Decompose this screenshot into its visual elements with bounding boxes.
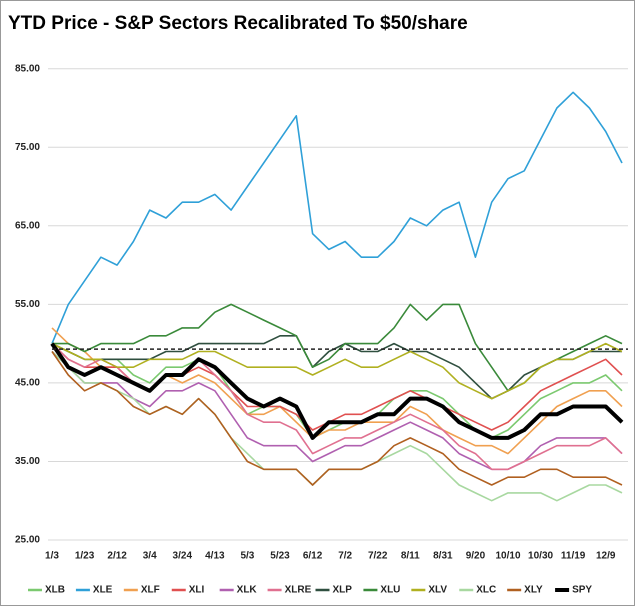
series-line (51, 335, 622, 400)
x-tick-label: 7/2 (338, 551, 352, 562)
legend-label: XLB (45, 585, 65, 596)
y-tick-label: 35.00 (15, 456, 40, 467)
legend-label: XLI (189, 585, 205, 596)
x-tick-label: 1/3 (45, 551, 59, 562)
x-tick-label: 4/13 (205, 551, 225, 562)
legend-label: XLF (141, 585, 160, 596)
y-tick-label: 85.00 (15, 63, 40, 74)
series-line (51, 91, 623, 344)
x-tick-label: 8/31 (433, 551, 453, 562)
legend-label: XLRE (285, 585, 312, 596)
x-tick-label: 3/24 (173, 551, 193, 562)
legend-label: XLP (333, 585, 353, 596)
x-tick-label: 3/4 (143, 551, 157, 562)
legend-label: XLV (428, 585, 447, 596)
legend-label: XLU (380, 585, 400, 596)
y-tick-label: 55.00 (15, 299, 40, 310)
x-tick-label: 1/23 (75, 551, 95, 562)
legend-label: SPY (572, 585, 592, 596)
x-tick-label: 12/9 (596, 551, 616, 562)
x-tick-label: 7/22 (368, 551, 388, 562)
legend-label: XLY (524, 585, 543, 596)
legend-label: XLK (237, 585, 258, 596)
x-tick-label: 11/19 (561, 551, 586, 562)
y-tick-label: 65.00 (15, 220, 40, 231)
x-tick-label: 6/12 (303, 551, 323, 562)
series-line (51, 350, 623, 471)
series-line (51, 342, 623, 439)
x-tick-label: 8/11 (401, 551, 420, 562)
chart-title: YTD Price - S&P Sectors Recalibrated To … (8, 13, 468, 34)
y-tick-label: 25.00 (15, 535, 40, 546)
series-line (51, 342, 623, 400)
x-tick-label: 5/23 (270, 551, 290, 562)
y-tick-label: 75.00 (15, 142, 40, 153)
y-tick-label: 45.00 (15, 378, 40, 389)
legend-label: XLE (93, 585, 113, 596)
x-tick-label: 5/3 (240, 551, 254, 562)
series-line (50, 342, 624, 440)
x-tick-label: 2/12 (107, 551, 127, 562)
series-line (51, 351, 623, 486)
x-tick-label: 10/10 (495, 551, 520, 562)
x-tick-label: 9/20 (466, 551, 486, 562)
x-tick-label: 10/30 (528, 551, 553, 562)
legend-label: XLC (476, 585, 496, 596)
